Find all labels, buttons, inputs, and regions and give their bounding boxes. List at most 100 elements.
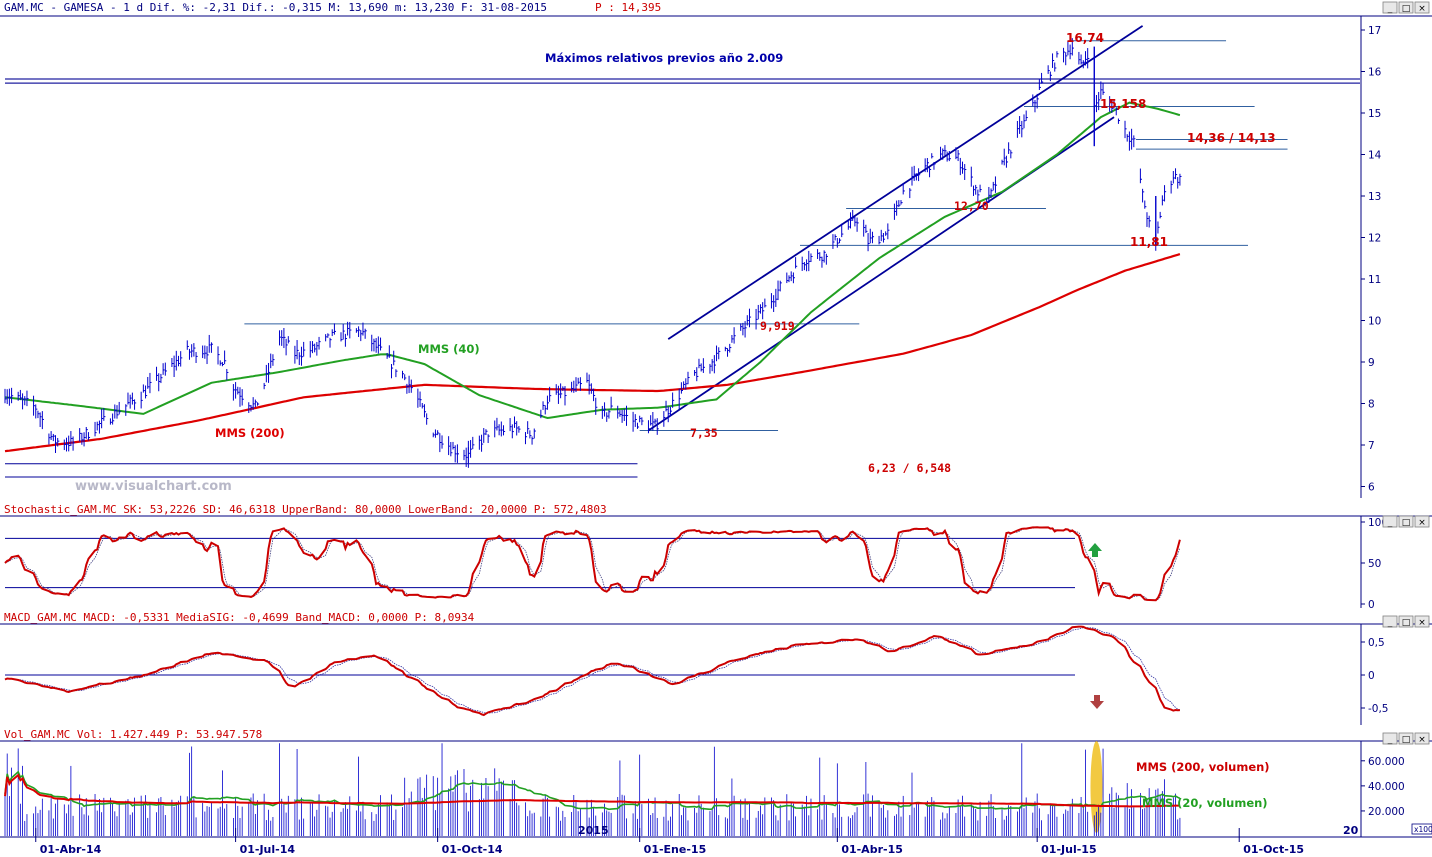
level-label-11-81: 11,81 xyxy=(1130,235,1168,249)
volume-tick-label: 20.000 xyxy=(1368,806,1405,818)
window-button: _ xyxy=(1382,1,1398,14)
panel-frames xyxy=(0,0,1432,838)
x-tick-label: 01-Jul-15 xyxy=(1041,843,1096,856)
macd-panel xyxy=(4,625,1181,717)
volume-ma200-line xyxy=(4,773,1180,808)
x-tick-label: 01-Oct-14 xyxy=(442,843,503,856)
partial-year-mark: 20 xyxy=(1343,824,1359,837)
window-button-glyph: □ xyxy=(1402,4,1411,14)
window-button-frame xyxy=(1382,515,1398,528)
window-button-glyph: _ xyxy=(1387,735,1393,745)
level-label-14-36: 14,36 / 14,13 xyxy=(1187,131,1276,145)
window-button-glyph: _ xyxy=(1387,4,1393,14)
volume-panel xyxy=(4,741,1181,836)
price-tick-label: 12 xyxy=(1368,233,1381,245)
window-button-frame xyxy=(1382,1,1398,14)
window-button: _ xyxy=(1382,515,1398,528)
macd-tick-label: 0 xyxy=(1368,670,1375,682)
level-label-9-919: 9,919 xyxy=(760,319,795,333)
up-arrow-icon xyxy=(1088,543,1102,557)
price-tick-label: 15 xyxy=(1368,108,1381,120)
window-button-frame xyxy=(1398,732,1414,745)
window-button: × xyxy=(1414,615,1430,628)
price-tick-label: 7 xyxy=(1368,440,1375,452)
stochastic-title: Stochastic_GAM.MC SK: 53,2226 SD: 46,631… xyxy=(4,503,607,516)
window-button-glyph: □ xyxy=(1402,618,1411,628)
svg-text:x100: x100 xyxy=(1414,825,1432,834)
volume-ma20-line xyxy=(4,770,1181,811)
window-button: □ xyxy=(1398,615,1414,628)
chart-header-price: P : 14,395 xyxy=(595,1,661,14)
header-bar xyxy=(0,0,1432,16)
channel-upper-line xyxy=(667,25,1144,340)
macd-tick-label: -0,5 xyxy=(1368,703,1389,715)
price-tick-label: 9 xyxy=(1368,357,1375,369)
window-button-glyph: □ xyxy=(1402,735,1411,745)
level-label-15-158: 15,158 xyxy=(1100,97,1146,111)
window-button-frame xyxy=(1414,615,1430,628)
window-button: × xyxy=(1414,1,1430,14)
down-arrow-icon xyxy=(1090,695,1104,709)
year-mark: 2015 xyxy=(578,824,609,837)
x-tick-label: 01-Abr-14 xyxy=(40,843,102,856)
window-button-frame xyxy=(1398,615,1414,628)
macd-y-axis: 0,5 0 -0,5 xyxy=(1361,637,1389,715)
price-y-axis: 17 16 15 14 13 12 11 10 9 8 7 6 xyxy=(1361,25,1382,494)
volume-title: Vol_GAM.MC Vol: 1.427.449 P: 53.947.578 xyxy=(4,728,262,741)
window-button-frame xyxy=(1414,1,1430,14)
volume-y-axis: 60.000 40.000 20.000 xyxy=(1361,756,1405,818)
window-button-frame xyxy=(1414,732,1430,745)
window-button-glyph: × xyxy=(1418,735,1426,745)
window-button-frame xyxy=(1382,732,1398,745)
macd-line xyxy=(4,625,1180,717)
stoch-sk-line xyxy=(4,526,1181,602)
window-button-glyph: _ xyxy=(1387,518,1393,528)
stoch-tick-label: 0 xyxy=(1368,599,1375,611)
ma200-label: MMS (200) xyxy=(215,426,285,440)
price-tick-label: 14 xyxy=(1368,150,1382,162)
window-button-glyph: × xyxy=(1418,618,1426,628)
price-tick-label: 17 xyxy=(1368,25,1381,37)
ma40-line xyxy=(4,101,1181,420)
window-button: _ xyxy=(1382,732,1398,745)
volume-tick-label: 60.000 xyxy=(1368,756,1405,768)
price-tick-label: 8 xyxy=(1368,399,1375,411)
window-button: □ xyxy=(1398,732,1414,745)
level-label-7-35: 7,35 xyxy=(690,426,718,440)
price-tick-label: 13 xyxy=(1368,191,1381,203)
vol-ma20-label: MMS (20, volumen) xyxy=(1142,796,1268,810)
window-button-frame xyxy=(1398,1,1414,14)
price-tick-label: 10 xyxy=(1368,316,1381,328)
window-button-frame xyxy=(1398,515,1414,528)
volume-highlight xyxy=(1090,741,1103,833)
window-button-glyph: _ xyxy=(1387,618,1393,628)
volume-tick-label: 40.000 xyxy=(1368,781,1405,793)
window-button: × xyxy=(1414,515,1430,528)
window-button-frame xyxy=(1382,615,1398,628)
price-tick-label: 11 xyxy=(1368,274,1381,286)
x-tick-label: 01-Abr-15 xyxy=(841,843,903,856)
x-tick-label: 01-Oct-15 xyxy=(1243,843,1304,856)
window-button-glyph: × xyxy=(1418,518,1426,528)
ma40-label: MMS (40) xyxy=(418,342,480,356)
x-tick-label: 01-Ene-15 xyxy=(644,843,707,856)
price-panel xyxy=(4,25,1360,478)
macd-title: MACD_GAM.MC MACD: -0,5331 MediaSIG: -0,4… xyxy=(4,611,475,624)
window-button-frame xyxy=(1414,515,1430,528)
annotation-prev-highs: Máximos relativos previos año 2.009 xyxy=(545,51,783,65)
stoch-tick-label: 50 xyxy=(1368,558,1381,570)
window-button: □ xyxy=(1398,515,1414,528)
level-label-6-23: 6,23 / 6,548 xyxy=(868,461,951,475)
chart-header-info: GAM.MC - GAMESA - 1 d Dif. %: -2,31 Dif.… xyxy=(4,1,547,14)
x-axis: 01-Abr-14 01-Jul-14 01-Oct-14 01-Ene-15 01-A… xyxy=(35,828,1304,856)
vol-ma200-label: MMS (200, volumen) xyxy=(1136,760,1270,774)
stochastic-panel xyxy=(4,526,1181,602)
volume-unit-box: x100 xyxy=(1411,823,1432,835)
price-tick-label: 16 xyxy=(1368,67,1382,79)
window-button: × xyxy=(1414,732,1430,745)
level-label-16-74: 16,74 xyxy=(1066,31,1104,45)
window-button: □ xyxy=(1398,1,1414,14)
window-button-glyph: □ xyxy=(1402,518,1411,528)
x-tick-label: 01-Jul-14 xyxy=(240,843,296,856)
